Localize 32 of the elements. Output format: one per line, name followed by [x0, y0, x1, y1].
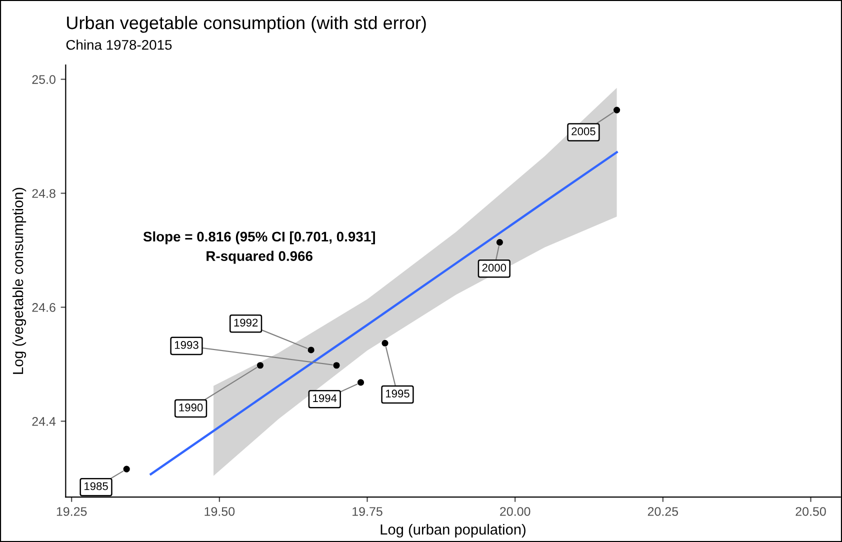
x-axis-title: Log (urban population) [380, 524, 526, 538]
point [256, 362, 264, 369]
point [382, 340, 388, 346]
x-tick-label: 20.50 [796, 507, 826, 516]
point [333, 362, 340, 369]
point [308, 346, 314, 354]
point [614, 106, 620, 114]
y-axis-title: Log (vegetable consumption) [12, 188, 26, 374]
y-tick-label: 24.8 [32, 189, 56, 198]
annotation: R-squared 0.966 [206, 250, 312, 264]
annotation: 1992 [234, 318, 258, 327]
x-tick-label: 19.75 [352, 507, 382, 516]
x-tick-label: 20.00 [500, 507, 530, 516]
annotation: 1993 [174, 341, 198, 349]
point [357, 379, 364, 386]
annotation: 2000 [482, 264, 506, 272]
annotation: Slope = 0.816 (95% CI [0.701, 0.931] [143, 231, 375, 244]
annotation: 1985 [84, 482, 108, 490]
point [123, 466, 130, 472]
y-tick-label: 24.4 [32, 417, 56, 426]
x-tick-label: 19.25 [56, 507, 87, 516]
y-tick-label: 24.6 [32, 303, 56, 312]
annotation: 1990 [179, 404, 203, 412]
annotation: 1995 [386, 390, 410, 398]
x-tick-label: 20.25 [648, 507, 678, 516]
x-tick-label: 19.50 [204, 507, 235, 516]
annotation: 2005 [572, 127, 596, 136]
annotation: 1994 [313, 394, 337, 402]
y-tick-label: 25.0 [32, 75, 56, 84]
chart-title: Urban vegetable consumption (with std error) [67, 16, 426, 33]
point [496, 238, 504, 246]
chart-subtitle: China 1978-2015 [66, 40, 172, 50]
